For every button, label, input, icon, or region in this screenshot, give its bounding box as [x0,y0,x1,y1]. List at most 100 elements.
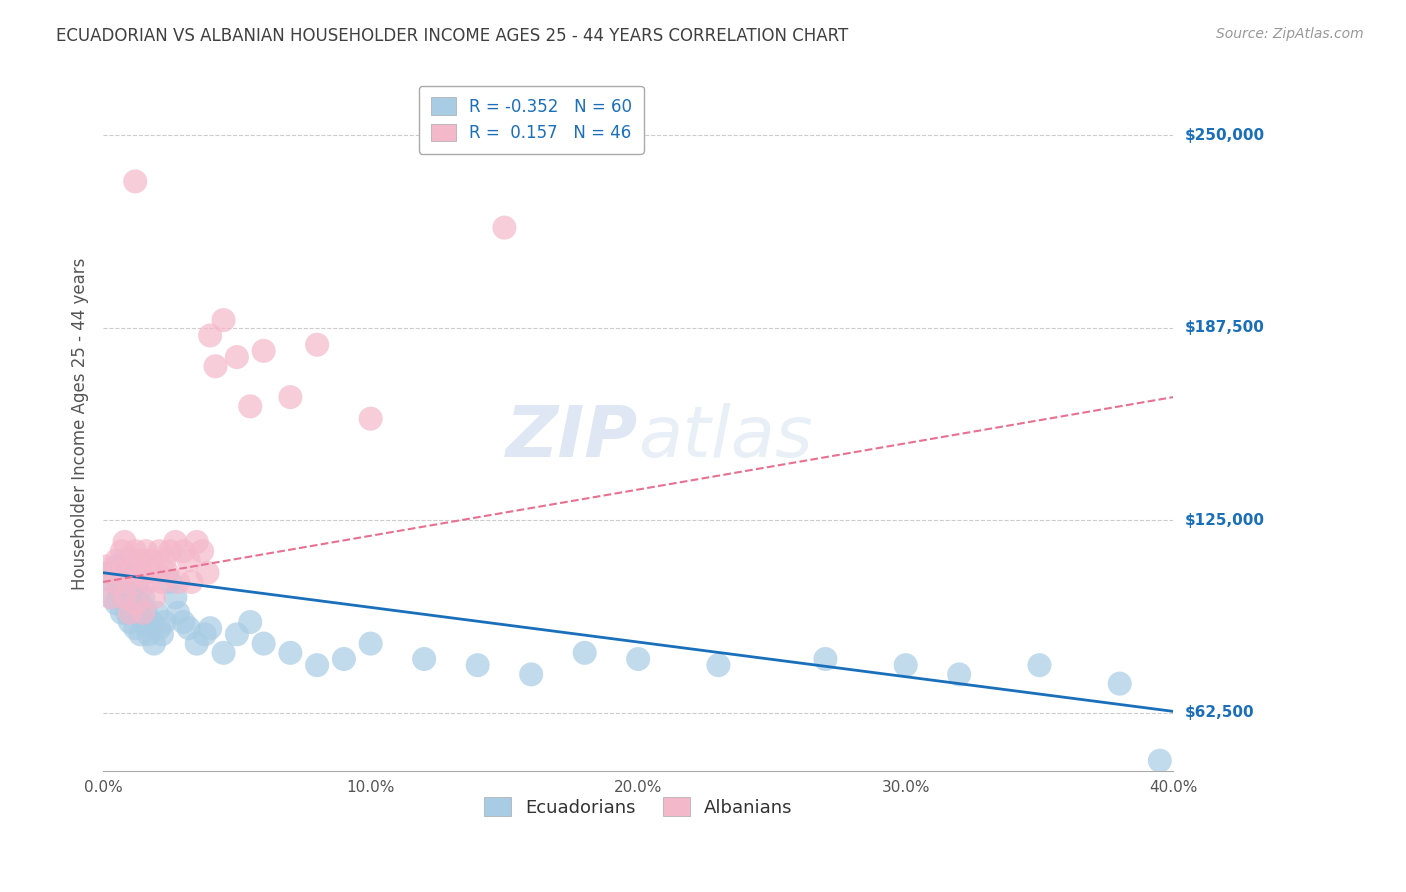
Point [143,637,166,651]
Point [115,574,138,589]
Point [167,574,190,589]
Point [204,359,226,374]
Point [150,574,173,589]
Point [127,606,149,620]
Point [124,174,146,188]
Point [707,658,730,673]
Text: Source: ZipAtlas.com: Source: ZipAtlas.com [1216,27,1364,41]
Point [253,343,276,358]
Point [212,313,235,327]
Point [186,637,208,651]
Point [97,566,120,580]
Point [115,606,138,620]
Point [141,615,163,629]
Point [132,615,155,629]
Point [225,627,247,641]
Point [172,615,194,629]
Point [103,574,125,589]
Point [118,553,141,567]
Point [186,535,208,549]
Point [167,606,190,620]
Point [145,606,167,620]
Point [108,584,131,599]
Point [108,566,131,580]
Point [105,559,128,574]
Point [148,621,170,635]
Point [132,606,155,620]
Point [94,559,117,574]
Point [132,591,155,605]
Point [118,591,141,605]
Point [127,574,149,589]
Point [494,220,516,235]
Point [150,627,173,641]
Point [148,544,170,558]
Point [97,566,120,580]
Point [191,544,214,558]
Point [114,591,136,605]
Point [627,652,650,666]
Point [138,574,160,589]
Point [239,615,262,629]
Point [894,658,917,673]
Point [111,544,134,558]
Point [948,667,970,681]
Point [197,566,219,580]
Point [172,544,194,558]
Point [467,658,489,673]
Point [124,621,146,635]
Point [360,637,382,651]
Point [225,350,247,364]
Point [124,591,146,605]
Point [124,544,146,558]
Text: $250,000: $250,000 [1184,128,1264,143]
Point [118,615,141,629]
Point [333,652,356,666]
Point [141,553,163,567]
Point [1108,676,1130,690]
Point [413,652,436,666]
Point [1028,658,1050,673]
Point [100,591,122,605]
Point [145,566,167,580]
Point [239,400,262,414]
Point [135,606,157,620]
Point [114,553,136,567]
Point [121,566,143,580]
Point [194,627,217,641]
Point [165,591,187,605]
Point [814,652,837,666]
Text: ZIP: ZIP [506,403,638,473]
Point [280,646,302,660]
Point [159,574,181,589]
Point [153,553,176,567]
Point [1149,754,1171,768]
Point [103,574,125,589]
Point [115,574,138,589]
Legend: Ecuadorians, Albanians: Ecuadorians, Albanians [477,790,800,824]
Point [307,658,329,673]
Text: ECUADORIAN VS ALBANIAN HOUSEHOLDER INCOME AGES 25 - 44 YEARS CORRELATION CHART: ECUADORIAN VS ALBANIAN HOUSEHOLDER INCOM… [56,27,848,45]
Point [132,566,155,580]
Point [360,411,382,425]
Point [574,646,596,660]
Point [138,627,160,641]
Point [156,566,179,580]
Point [121,566,143,580]
Point [118,606,141,620]
Point [280,390,302,404]
Point [135,544,157,558]
Point [180,574,202,589]
Text: atlas: atlas [638,403,813,473]
Point [198,621,221,635]
Point [100,591,122,605]
Point [111,606,134,620]
Point [165,535,187,549]
Point [307,337,329,351]
Point [153,615,176,629]
Point [212,646,235,660]
Point [124,597,146,611]
Point [111,566,134,580]
Point [105,597,128,611]
Text: $187,500: $187,500 [1184,320,1264,335]
